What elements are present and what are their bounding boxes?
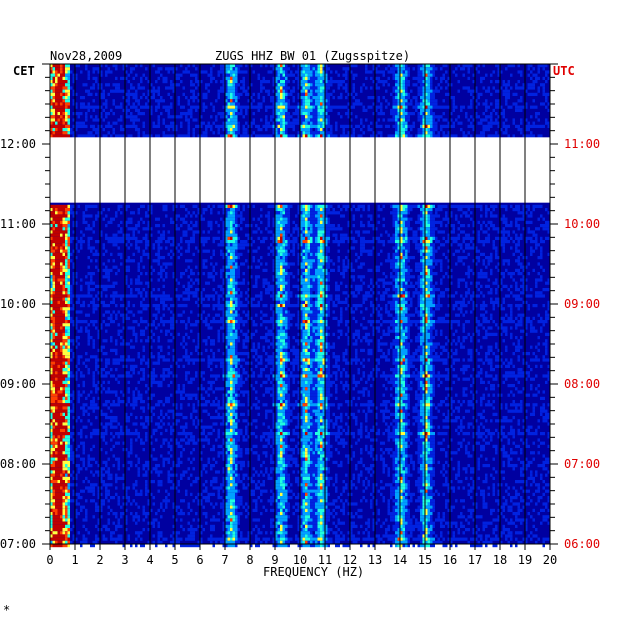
- x-tick-label: 4: [146, 553, 153, 567]
- x-tick-label: 2: [96, 553, 103, 567]
- x-tick-label: 14: [393, 553, 407, 567]
- x-tick-label: 19: [518, 553, 532, 567]
- utc-tick-label: 10:00: [564, 217, 600, 231]
- grid: [49, 63, 551, 545]
- footnote-mark: *: [3, 603, 10, 617]
- x-tick-label: 12: [343, 553, 357, 567]
- x-tick-label: 16: [443, 553, 457, 567]
- utc-tick-label: 08:00: [564, 377, 600, 391]
- cet-tick-label: 09:00: [0, 377, 36, 391]
- utc-tick-label: 09:00: [564, 297, 600, 311]
- utc-axis-label: UTC: [553, 64, 575, 78]
- x-ticks: 0 1 2 3 4 5 6 7 8 9 10 11 12 13 14 15 16 17 18 19 20: [46, 544, 557, 567]
- x-tick-label: 0: [46, 553, 53, 567]
- utc-tick-label: 11:00: [564, 137, 600, 151]
- cet-axis-label: CET: [13, 64, 35, 78]
- x-tick-label: 20: [543, 553, 557, 567]
- x-tick-label: 17: [468, 553, 482, 567]
- cet-tick-label: 07:00: [0, 537, 36, 551]
- y-ticks: 12:00 11:00 10:00 09:00 08:00 07:00 11:00 10:00…: [0, 63, 600, 551]
- x-tick-label: 13: [368, 553, 382, 567]
- chart-date: Nov28,2009: [50, 49, 122, 63]
- x-axis-label: FREQUENCY (HZ): [263, 565, 364, 579]
- x-tick-label: 15: [418, 553, 432, 567]
- utc-tick-label: 07:00: [564, 457, 600, 471]
- x-tick-label: 10: [293, 553, 307, 567]
- x-tick-label: 3: [121, 553, 128, 567]
- chart-title: ZUGS HHZ BW 01 (Zugsspitze): [215, 49, 410, 63]
- cet-tick-label: 08:00: [0, 457, 36, 471]
- x-tick-label: 1: [71, 553, 78, 567]
- cet-tick-label: 10:00: [0, 297, 36, 311]
- x-tick-label: 6: [196, 553, 203, 567]
- x-tick-label: 8: [246, 553, 253, 567]
- utc-tick-label: 06:00: [564, 537, 600, 551]
- cet-tick-label: 11:00: [0, 217, 36, 231]
- x-tick-label: 5: [171, 553, 178, 567]
- x-tick-label: 9: [271, 553, 278, 567]
- x-tick-label: 11: [318, 553, 332, 567]
- x-tick-label: 18: [493, 553, 507, 567]
- cet-tick-label: 12:00: [0, 137, 36, 151]
- x-tick-label: 7: [221, 553, 228, 567]
